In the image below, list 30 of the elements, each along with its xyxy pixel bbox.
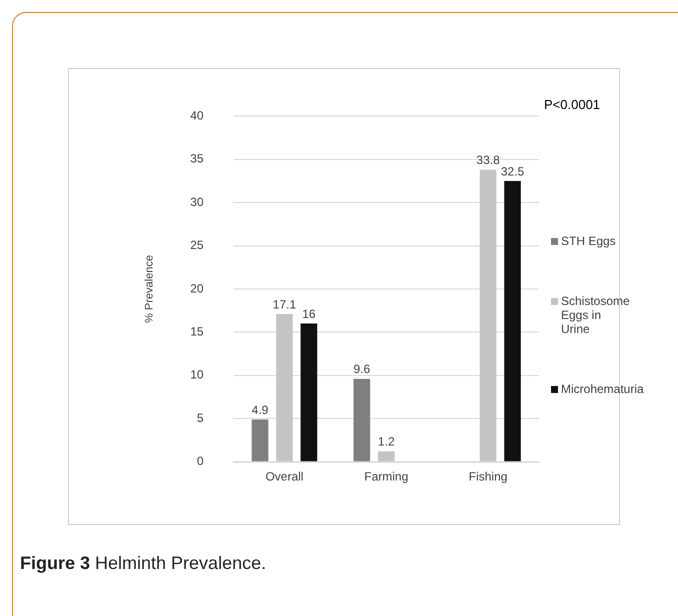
bar <box>354 378 370 462</box>
data-label: 32.5 <box>500 164 525 178</box>
bar <box>504 181 521 462</box>
text: Helminth Prevalence. <box>95 553 266 573</box>
legend-label: STH Eggs <box>561 234 616 248</box>
y-tick-label: 5 <box>196 410 204 425</box>
data-label: 9.6 <box>353 362 370 376</box>
y-tick-label: 30 <box>190 194 204 209</box>
x-tick-label: Farming <box>364 469 408 484</box>
y-tick-label: 0 <box>196 454 204 468</box>
data-label: 33.8 <box>476 153 500 168</box>
y-tick-label: 15 <box>190 324 204 339</box>
data-label: 17.1 <box>272 297 296 312</box>
y-tick-label: 10 <box>190 368 204 382</box>
legend-label: Schistosome Eggs in Urine <box>561 294 630 336</box>
data-label: 4.9 <box>252 402 269 417</box>
x-tick-label: Fishing <box>468 469 508 484</box>
y-tick-label: 20 <box>190 281 204 296</box>
y-tick-label: 25 <box>190 238 204 252</box>
caption: Figure 3 <box>20 553 90 573</box>
y-axis-title: % Prevalence <box>144 255 156 323</box>
y-tick-label: 40 <box>190 108 204 123</box>
data-label: 16 <box>302 306 316 321</box>
x-tick-label: Overall <box>265 469 304 484</box>
y-tick-label: 35 <box>190 152 204 166</box>
data-label: 1.2 <box>378 434 395 449</box>
text: P<0.0001 <box>544 97 600 112</box>
legend-label: Microhematuria <box>561 382 644 396</box>
bar <box>300 324 318 462</box>
bar <box>252 419 268 462</box>
